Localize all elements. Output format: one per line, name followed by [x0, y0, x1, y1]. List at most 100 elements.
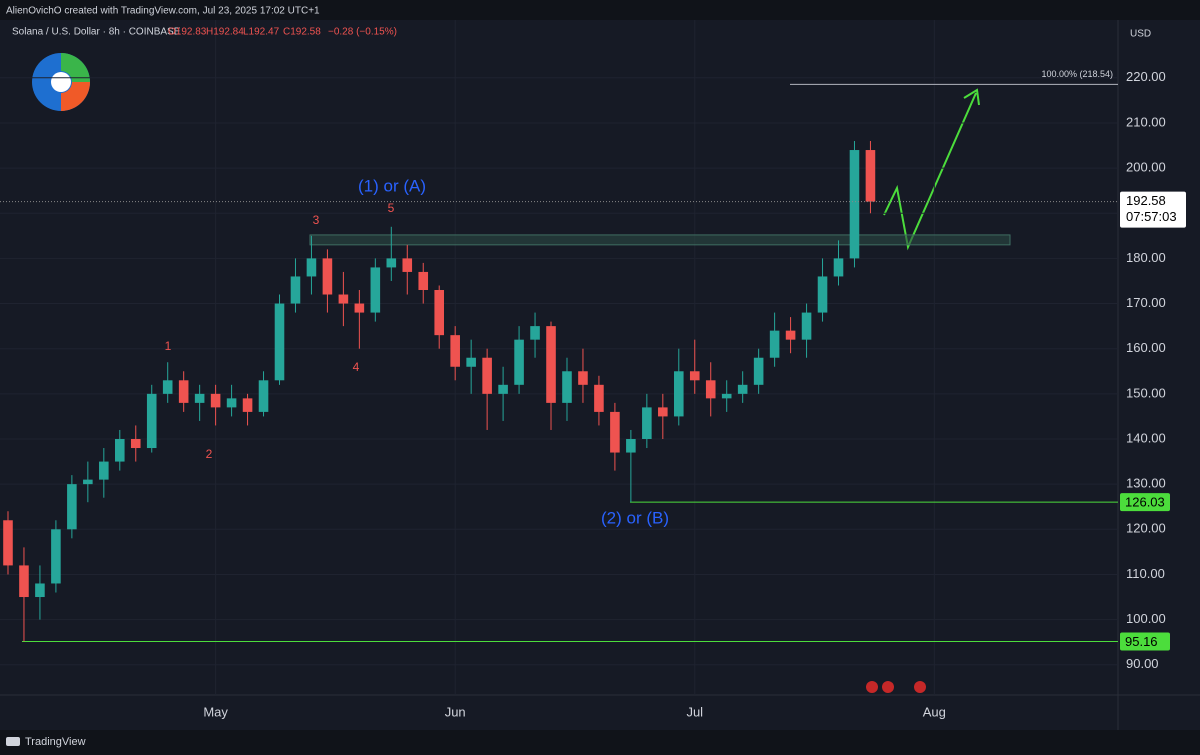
- projection-arrow: [883, 88, 980, 251]
- symbol-title: Solana / U.S. Dollar · 8h · COINBASE: [12, 27, 181, 38]
- y-tick-label: 110.00: [1126, 566, 1165, 581]
- quote-value: O192.83: [168, 27, 207, 38]
- candle-body: [51, 529, 61, 584]
- y-tick-label: 100.00: [1126, 611, 1166, 626]
- candle-body: [705, 380, 716, 399]
- candle-body: [3, 520, 13, 566]
- candle-body: [642, 407, 652, 439]
- candle-body: [274, 303, 285, 381]
- candle-body: [242, 398, 253, 412]
- level-tag: [1120, 632, 1170, 651]
- candle-body: [514, 339, 524, 385]
- y-tick-label: 220.00: [1126, 69, 1166, 84]
- candle-body: [610, 411, 620, 453]
- level-label: 126.03: [1125, 495, 1165, 510]
- y-tick-label: 200.00: [1126, 160, 1166, 175]
- candle-body: [769, 330, 780, 358]
- candle-body: [785, 330, 796, 340]
- y-tick-label: 170.00: [1126, 295, 1166, 310]
- candle-body: [849, 150, 860, 259]
- y-tick-label: 210.00: [1126, 114, 1166, 129]
- wave-label: 5: [388, 201, 395, 215]
- wave-label: (2) or (B): [601, 508, 669, 527]
- y-tick-label: 130.00: [1126, 476, 1166, 491]
- candle-body: [801, 312, 812, 340]
- tv-logo: [6, 737, 20, 746]
- candles: [3, 141, 876, 642]
- quote-value: −0.28 (−0.15%): [328, 27, 397, 38]
- wave-label: (1) or (A): [358, 176, 426, 195]
- candle-body: [658, 407, 668, 417]
- candle-body: [306, 258, 317, 277]
- candle-body: [130, 438, 141, 449]
- candle-body: [737, 384, 748, 394]
- wave-label: 2: [206, 447, 213, 461]
- candle-body: [498, 384, 508, 394]
- y-tick-label: 160.00: [1126, 340, 1166, 355]
- quote-value: L192.47: [243, 27, 280, 38]
- candle-body: [673, 371, 684, 417]
- logo: [32, 53, 90, 111]
- candle-body: [258, 380, 269, 412]
- candle-body: [114, 438, 125, 462]
- credit: AlienOvichO created with TradingView.com…: [6, 6, 320, 17]
- countdown: 07:57:03: [1126, 209, 1177, 224]
- wave-label: 4: [353, 360, 360, 374]
- quote-value: C192.58: [283, 27, 321, 38]
- candle-body: [146, 393, 157, 449]
- candle-body: [530, 326, 540, 340]
- candle-body: [721, 393, 732, 399]
- top-bar: [0, 0, 1200, 20]
- candle-body: [546, 326, 556, 403]
- x-tick-label: Jun: [445, 704, 466, 719]
- candle-body: [178, 380, 189, 403]
- candle-body: [594, 384, 604, 412]
- candle-body: [562, 371, 572, 403]
- candle-body: [338, 294, 349, 304]
- candle-body: [450, 335, 460, 367]
- y-tick-label: 140.00: [1126, 430, 1166, 445]
- quote-value: H192.84: [206, 27, 244, 38]
- candle-body: [434, 290, 445, 336]
- resistance-zone: [309, 234, 1011, 246]
- candle-body: [402, 258, 413, 272]
- candle-body: [753, 357, 764, 385]
- candle-body: [83, 479, 93, 485]
- y-tick-label: 150.00: [1126, 385, 1166, 400]
- currency: USD: [1130, 29, 1151, 40]
- candle-body: [833, 258, 844, 277]
- candle-body: [354, 303, 365, 313]
- candle-body: [386, 258, 397, 268]
- wave-label: 1: [165, 339, 172, 353]
- candle-body: [194, 393, 205, 403]
- candle-body: [482, 357, 492, 394]
- candle-body: [322, 258, 333, 295]
- candle-body: [865, 150, 876, 202]
- y-tick-label: 120.00: [1126, 521, 1166, 536]
- candle-body: [626, 438, 636, 453]
- event-icons: [866, 681, 926, 693]
- grid: [0, 20, 1118, 695]
- x-tick-label: Aug: [923, 704, 946, 719]
- footer: TradingView: [25, 736, 86, 748]
- level-label: 95.16: [1125, 634, 1158, 649]
- fib-label: 100.00% (218.54): [1041, 69, 1113, 79]
- candle-body: [290, 276, 301, 304]
- candle-body: [99, 461, 109, 480]
- x-tick-label: Jul: [686, 704, 703, 719]
- candle-body: [210, 393, 221, 408]
- y-tick-label: 90.00: [1126, 656, 1159, 671]
- candle-body: [35, 583, 45, 598]
- candle-body: [226, 398, 237, 408]
- x-tick-label: May: [203, 704, 228, 719]
- candle-body: [67, 484, 77, 530]
- price-label: 192.58: [1126, 193, 1166, 208]
- price-tag: [1120, 191, 1186, 228]
- candle-body: [162, 380, 173, 394]
- candle-body: [817, 276, 828, 313]
- bottom-bar: [0, 730, 1200, 755]
- candle-body: [466, 357, 476, 367]
